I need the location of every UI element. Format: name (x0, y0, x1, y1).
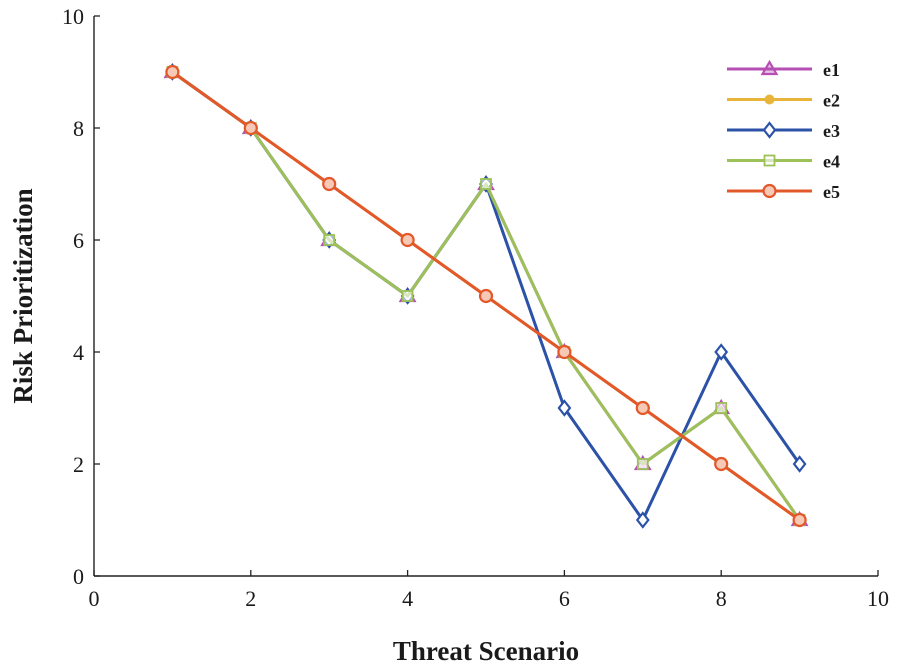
data-point-e3 (792, 455, 807, 473)
legend-label: e1 (823, 60, 840, 80)
data-point-e4 (715, 402, 728, 414)
legend-label: e3 (823, 121, 840, 141)
data-point-e5 (243, 120, 258, 136)
y-tick-label: 4 (73, 340, 84, 365)
legend-marker (760, 59, 779, 76)
axes (93, 16, 878, 577)
legend-label: e2 (823, 91, 840, 111)
data-point-e3 (714, 343, 729, 361)
legend-item-e1: e1 (727, 59, 840, 80)
data-point-e5 (635, 400, 650, 416)
y-tick-label: 10 (62, 4, 84, 29)
data-point-e4 (401, 290, 414, 302)
legend: e1 e2 e3 e4 e5 (727, 59, 840, 202)
data-point-e5 (165, 64, 180, 80)
x-tick-label: 6 (559, 586, 570, 611)
data-point-e5 (478, 288, 494, 304)
legend-item-e4: e4 (727, 152, 840, 172)
x-tick-label: 10 (867, 586, 889, 611)
x-tick-label: 4 (402, 586, 413, 611)
x-tick-label: 0 (89, 586, 100, 611)
data-point-e5 (792, 512, 807, 528)
data-point-e5 (322, 176, 337, 192)
legend-marker (764, 94, 775, 105)
legend-label: e5 (823, 182, 840, 202)
data-point-e5 (557, 344, 572, 360)
data-point-e4 (636, 458, 649, 470)
y-tick-label: 2 (73, 452, 84, 477)
legend-item-e3: e3 (727, 121, 840, 141)
legend-item-e5: e5 (727, 182, 840, 202)
y-axis-title: Risk Prioritization (8, 188, 38, 403)
data-point-e5 (714, 456, 729, 472)
legend-marker (762, 183, 777, 199)
data-point-e3 (557, 399, 572, 417)
legend-marker (763, 154, 776, 167)
data-point-e4 (323, 234, 336, 246)
series-e5 (165, 64, 807, 528)
ticks: 0 2 4 6 8 10 0 2 4 6 8 10 (62, 4, 889, 611)
data-point-e5 (400, 232, 415, 248)
y-tick-label: 6 (73, 228, 84, 253)
x-tick-label: 2 (245, 586, 256, 611)
legend-item-e2: e2 (727, 91, 840, 111)
x-tick-label: 8 (716, 586, 727, 611)
legend-marker (762, 121, 777, 139)
series-layer (163, 62, 809, 529)
y-tick-label: 0 (73, 564, 84, 589)
x-axis-title: Threat Scenario (393, 636, 579, 666)
legend-label: e4 (823, 152, 840, 172)
data-point-e4 (480, 178, 492, 190)
data-point-e3 (635, 511, 650, 529)
y-tick-label: 8 (73, 116, 84, 141)
